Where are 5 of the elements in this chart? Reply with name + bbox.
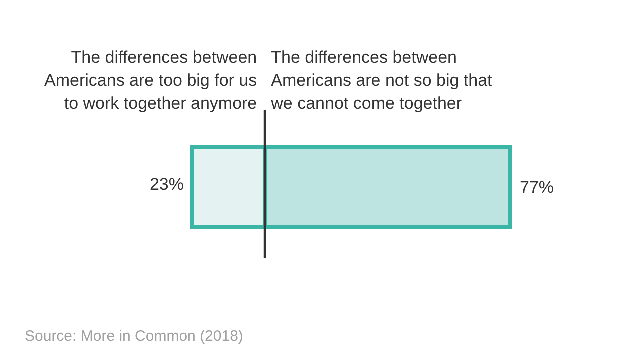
- data-label: 23%: [150, 175, 184, 194]
- source-note: Source: More in Common (2018): [25, 328, 244, 345]
- series-label: The differences between Americans are too big for us to work together anymore: [44, 48, 258, 113]
- series-label: The differences between Americans are not so big that we cannot come together: [270, 48, 493, 113]
- data-label: 77%: [520, 178, 554, 197]
